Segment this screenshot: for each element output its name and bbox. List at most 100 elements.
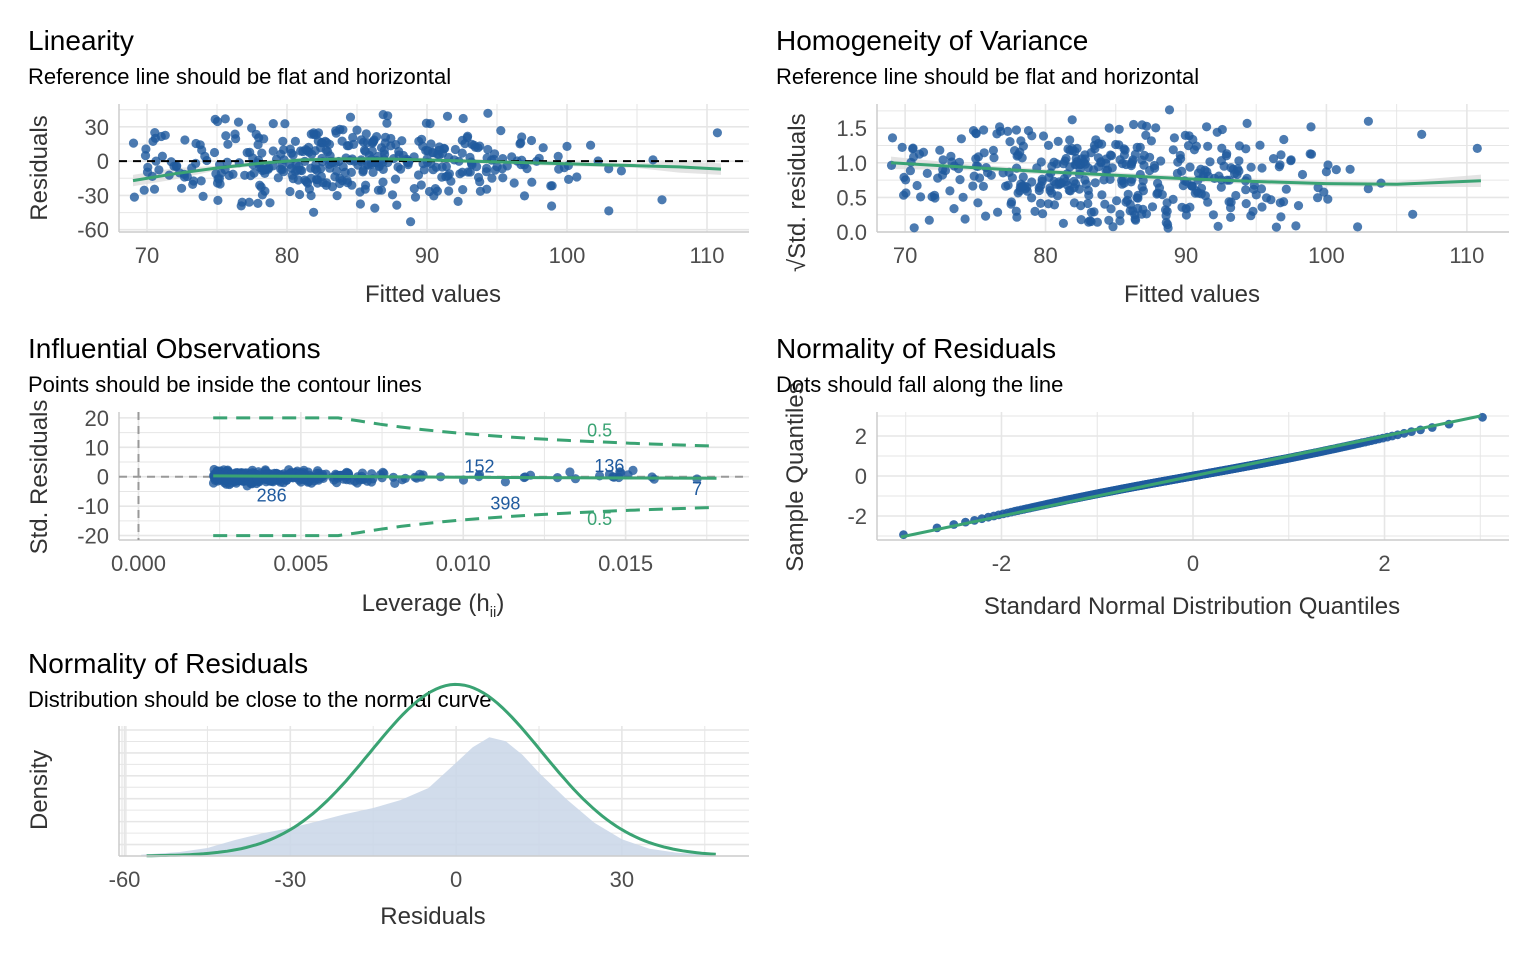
density-normal-curve <box>146 682 716 858</box>
homogeneity-point <box>1177 166 1187 176</box>
homogeneity-point <box>1038 131 1049 141</box>
homogeneity-point <box>1291 221 1301 231</box>
linearity-point <box>212 116 223 127</box>
linearity-ylabel: Residuals <box>26 115 53 220</box>
homogeneity-point <box>1208 210 1218 220</box>
density-subtitle: Distribution should be close to the norm… <box>28 687 491 712</box>
influential-point-label: 7 <box>692 479 702 499</box>
homogeneity-ylabel: √Std. residuals <box>784 113 811 272</box>
homogeneity-point <box>979 148 989 158</box>
homogeneity-point <box>1345 164 1355 174</box>
homogeneity-point <box>978 181 989 191</box>
influential-contour-label: 0.5 <box>587 509 612 529</box>
linearity-point <box>260 186 270 196</box>
linearity-point <box>379 145 389 156</box>
homogeneity-point <box>1186 181 1197 191</box>
linearity-point <box>335 173 345 183</box>
qq-ytick-label: -2 <box>847 504 867 529</box>
homogeneity-point <box>1276 150 1286 160</box>
homogeneity-point <box>1242 118 1252 128</box>
influential-point <box>260 466 271 476</box>
linearity-point <box>345 112 356 122</box>
homogeneity-point <box>986 170 996 180</box>
homogeneity-point <box>924 215 934 225</box>
homogeneity-point <box>1086 207 1096 217</box>
homogeneity-ytick-label: 0.0 <box>836 220 867 245</box>
density-empirical-area <box>141 737 711 856</box>
linearity-point <box>450 144 460 155</box>
homogeneity-point <box>1011 125 1022 135</box>
linearity-point <box>245 147 255 157</box>
homogeneity-point <box>1145 152 1155 162</box>
homogeneity-point <box>1268 154 1279 164</box>
linearity-point <box>509 178 519 188</box>
homogeneity-point <box>1137 209 1147 219</box>
linearity-point <box>312 165 322 176</box>
homogeneity-point <box>1323 194 1333 204</box>
linearity-point <box>498 173 508 183</box>
homogeneity-point <box>1152 189 1162 199</box>
linearity-point <box>421 118 431 128</box>
homogeneity-point <box>887 133 898 143</box>
homogeneity-smooth-line <box>890 161 1481 186</box>
linearity-point <box>280 119 290 129</box>
linearity-point <box>417 134 427 144</box>
homogeneity-point <box>909 223 919 233</box>
linearity-point <box>279 167 289 177</box>
homogeneity-point <box>899 172 909 182</box>
linearity-xlabel: Fitted values <box>365 281 501 308</box>
density-xtick-label: 30 <box>610 867 634 892</box>
homogeneity-point <box>1266 195 1276 205</box>
linearity-point <box>304 142 314 152</box>
linearity-ytick-label: 30 <box>85 115 109 140</box>
influential-point <box>296 470 306 480</box>
homogeneity-point <box>1276 212 1286 222</box>
linearity-point <box>442 111 453 121</box>
linearity-point <box>547 181 557 191</box>
homogeneity-point <box>1065 135 1075 145</box>
homogeneity-point <box>1017 181 1027 191</box>
homogeneity-point <box>1168 194 1178 204</box>
homogeneity-point <box>1279 197 1289 207</box>
homogeneity-point <box>908 144 918 154</box>
linearity-point <box>196 176 206 186</box>
homogeneity-point <box>1241 185 1251 195</box>
homogeneity-point <box>989 153 999 163</box>
homogeneity-point <box>938 155 948 165</box>
homogeneity-point <box>1006 199 1016 209</box>
homogeneity-point <box>1226 212 1236 222</box>
homogeneity-point <box>1102 165 1113 175</box>
homogeneity-point <box>1151 123 1161 133</box>
linearity-point <box>390 174 401 184</box>
homogeneity-point <box>1090 178 1100 188</box>
homogeneity-point <box>1106 204 1116 214</box>
homogeneity-point <box>1202 122 1212 132</box>
linearity-point <box>394 146 404 157</box>
homogeneity-point <box>901 188 911 198</box>
qq-xtick-label: 0 <box>1187 551 1199 576</box>
homogeneity-point <box>1115 209 1125 219</box>
linearity-point <box>338 125 348 135</box>
homogeneity-point <box>1104 123 1114 133</box>
linearity-point <box>253 140 263 150</box>
homogeneity-point <box>995 122 1005 132</box>
homogeneity-point <box>1129 119 1139 130</box>
homogeneity-point <box>969 171 979 181</box>
homogeneity-point <box>1037 176 1047 186</box>
linearity-point <box>246 171 256 181</box>
linearity-ytick-label: -60 <box>77 218 109 243</box>
homogeneity-point <box>1162 206 1172 216</box>
homogeneity-point <box>1214 171 1224 181</box>
linearity-point <box>427 147 438 158</box>
homogeneity-point <box>1097 190 1107 200</box>
linearity-point <box>188 179 198 189</box>
homogeneity-point <box>1275 160 1285 170</box>
linearity-point <box>416 180 426 190</box>
homogeneity-point <box>916 192 926 202</box>
sqrt-symbol: √ <box>784 258 811 272</box>
linearity-subtitle: Reference line should be flat and horizo… <box>28 64 451 89</box>
influential-xlabel-main: Leverage (h <box>362 590 490 617</box>
linearity-point <box>648 155 658 165</box>
influential-ytick-label: -10 <box>77 494 109 519</box>
homogeneity-point <box>1313 193 1323 203</box>
